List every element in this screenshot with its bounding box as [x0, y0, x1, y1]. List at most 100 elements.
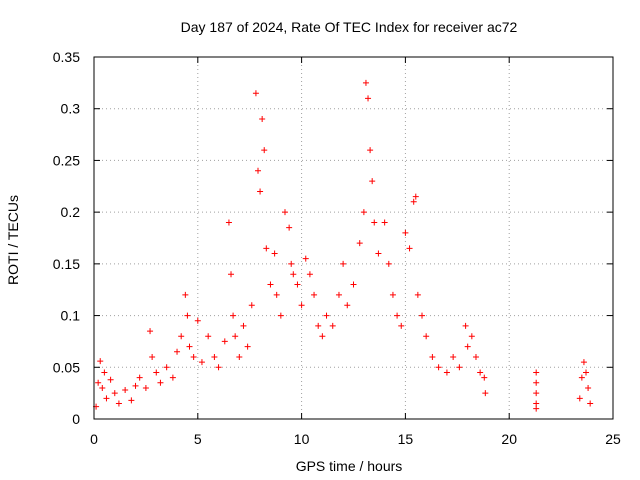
y-axis-label: ROTI / TECUs: [5, 195, 21, 285]
plot-frame: [93, 56, 614, 420]
data-point: [344, 302, 351, 309]
data-point: [194, 317, 201, 324]
data-point: [186, 343, 193, 350]
data-point: [362, 79, 369, 86]
data-point: [472, 353, 479, 360]
data-point: [323, 312, 330, 319]
data-point: [228, 271, 235, 278]
data-point: [286, 224, 293, 231]
data-point: [533, 369, 540, 376]
y-tick-label: 0.25: [53, 152, 80, 168]
data-point: [147, 328, 154, 335]
data-point: [261, 147, 268, 154]
data-point: [477, 369, 484, 376]
data-point: [290, 271, 297, 278]
data-point: [587, 400, 594, 407]
data-point: [456, 364, 463, 371]
data-point: [462, 322, 469, 329]
data-point: [423, 333, 430, 340]
data-point: [252, 90, 259, 97]
x-tick-label: 0: [90, 431, 98, 447]
data-point: [142, 384, 149, 391]
data-point: [273, 291, 280, 298]
data-point: [257, 188, 264, 195]
data-point: [174, 348, 181, 355]
data-point: [398, 322, 405, 329]
data-points: [93, 79, 594, 412]
data-point: [298, 302, 305, 309]
data-point: [205, 333, 212, 340]
data-point: [375, 250, 382, 257]
x-tick-label: 15: [398, 431, 414, 447]
data-point: [122, 387, 129, 394]
x-tick-label: 10: [294, 431, 310, 447]
data-point: [169, 374, 176, 381]
data-point: [350, 281, 357, 288]
data-point: [103, 395, 110, 402]
data-point: [381, 219, 388, 226]
data-point: [356, 240, 363, 247]
data-point: [157, 379, 164, 386]
data-point: [271, 250, 278, 257]
data-point: [369, 178, 376, 185]
data-point: [319, 333, 326, 340]
y-tick-label: 0.05: [53, 359, 80, 375]
data-point: [533, 390, 540, 397]
data-point: [198, 359, 205, 366]
data-point: [315, 322, 322, 329]
x-tick-label: 25: [605, 431, 621, 447]
data-point: [576, 395, 583, 402]
data-point: [99, 384, 106, 391]
x-tick-label: 5: [194, 431, 202, 447]
data-point: [211, 353, 218, 360]
data-point: [414, 291, 421, 298]
data-point: [263, 245, 270, 252]
data-point: [267, 281, 274, 288]
data-point: [294, 281, 301, 288]
data-point: [240, 322, 247, 329]
data-point: [419, 312, 426, 319]
data-point: [464, 343, 471, 350]
x-axis-label: GPS time / hours: [296, 458, 403, 474]
data-point: [412, 193, 419, 200]
x-tick-label: 20: [501, 431, 517, 447]
data-point: [533, 400, 540, 407]
data-point: [277, 312, 284, 319]
data-point: [153, 369, 160, 376]
data-point: [360, 209, 367, 216]
grid-lines: [94, 57, 613, 419]
data-point: [402, 229, 409, 236]
data-point: [132, 382, 139, 389]
data-point: [107, 376, 114, 383]
data-point: [136, 374, 143, 381]
data-point: [394, 312, 401, 319]
data-point: [230, 312, 237, 319]
data-point: [340, 260, 347, 267]
data-point: [190, 353, 197, 360]
data-point: [578, 374, 585, 381]
data-point: [365, 95, 372, 102]
data-point: [429, 353, 436, 360]
data-point: [232, 333, 239, 340]
data-point: [533, 405, 540, 412]
data-point: [221, 338, 228, 345]
y-tick-label: 0.3: [61, 101, 81, 117]
data-point: [115, 400, 122, 407]
data-point: [225, 219, 232, 226]
data-point: [236, 353, 243, 360]
data-point: [482, 390, 489, 397]
data-point: [184, 312, 191, 319]
data-point: [583, 369, 590, 376]
data-point: [111, 390, 118, 397]
data-point: [281, 209, 288, 216]
chart-title: Day 187 of 2024, Rate Of TEC Index for r…: [181, 19, 518, 35]
data-point: [389, 291, 396, 298]
y-tick-label: 0.35: [53, 49, 80, 65]
data-point: [97, 358, 104, 365]
axis-ticks: 0 5 10 15 20 25 0 0.05 0.1 0.15 0.2 0.25 0.3 0.35: [53, 49, 621, 447]
data-point: [533, 379, 540, 386]
data-point: [443, 369, 450, 376]
data-point: [367, 147, 374, 154]
data-point: [182, 291, 189, 298]
